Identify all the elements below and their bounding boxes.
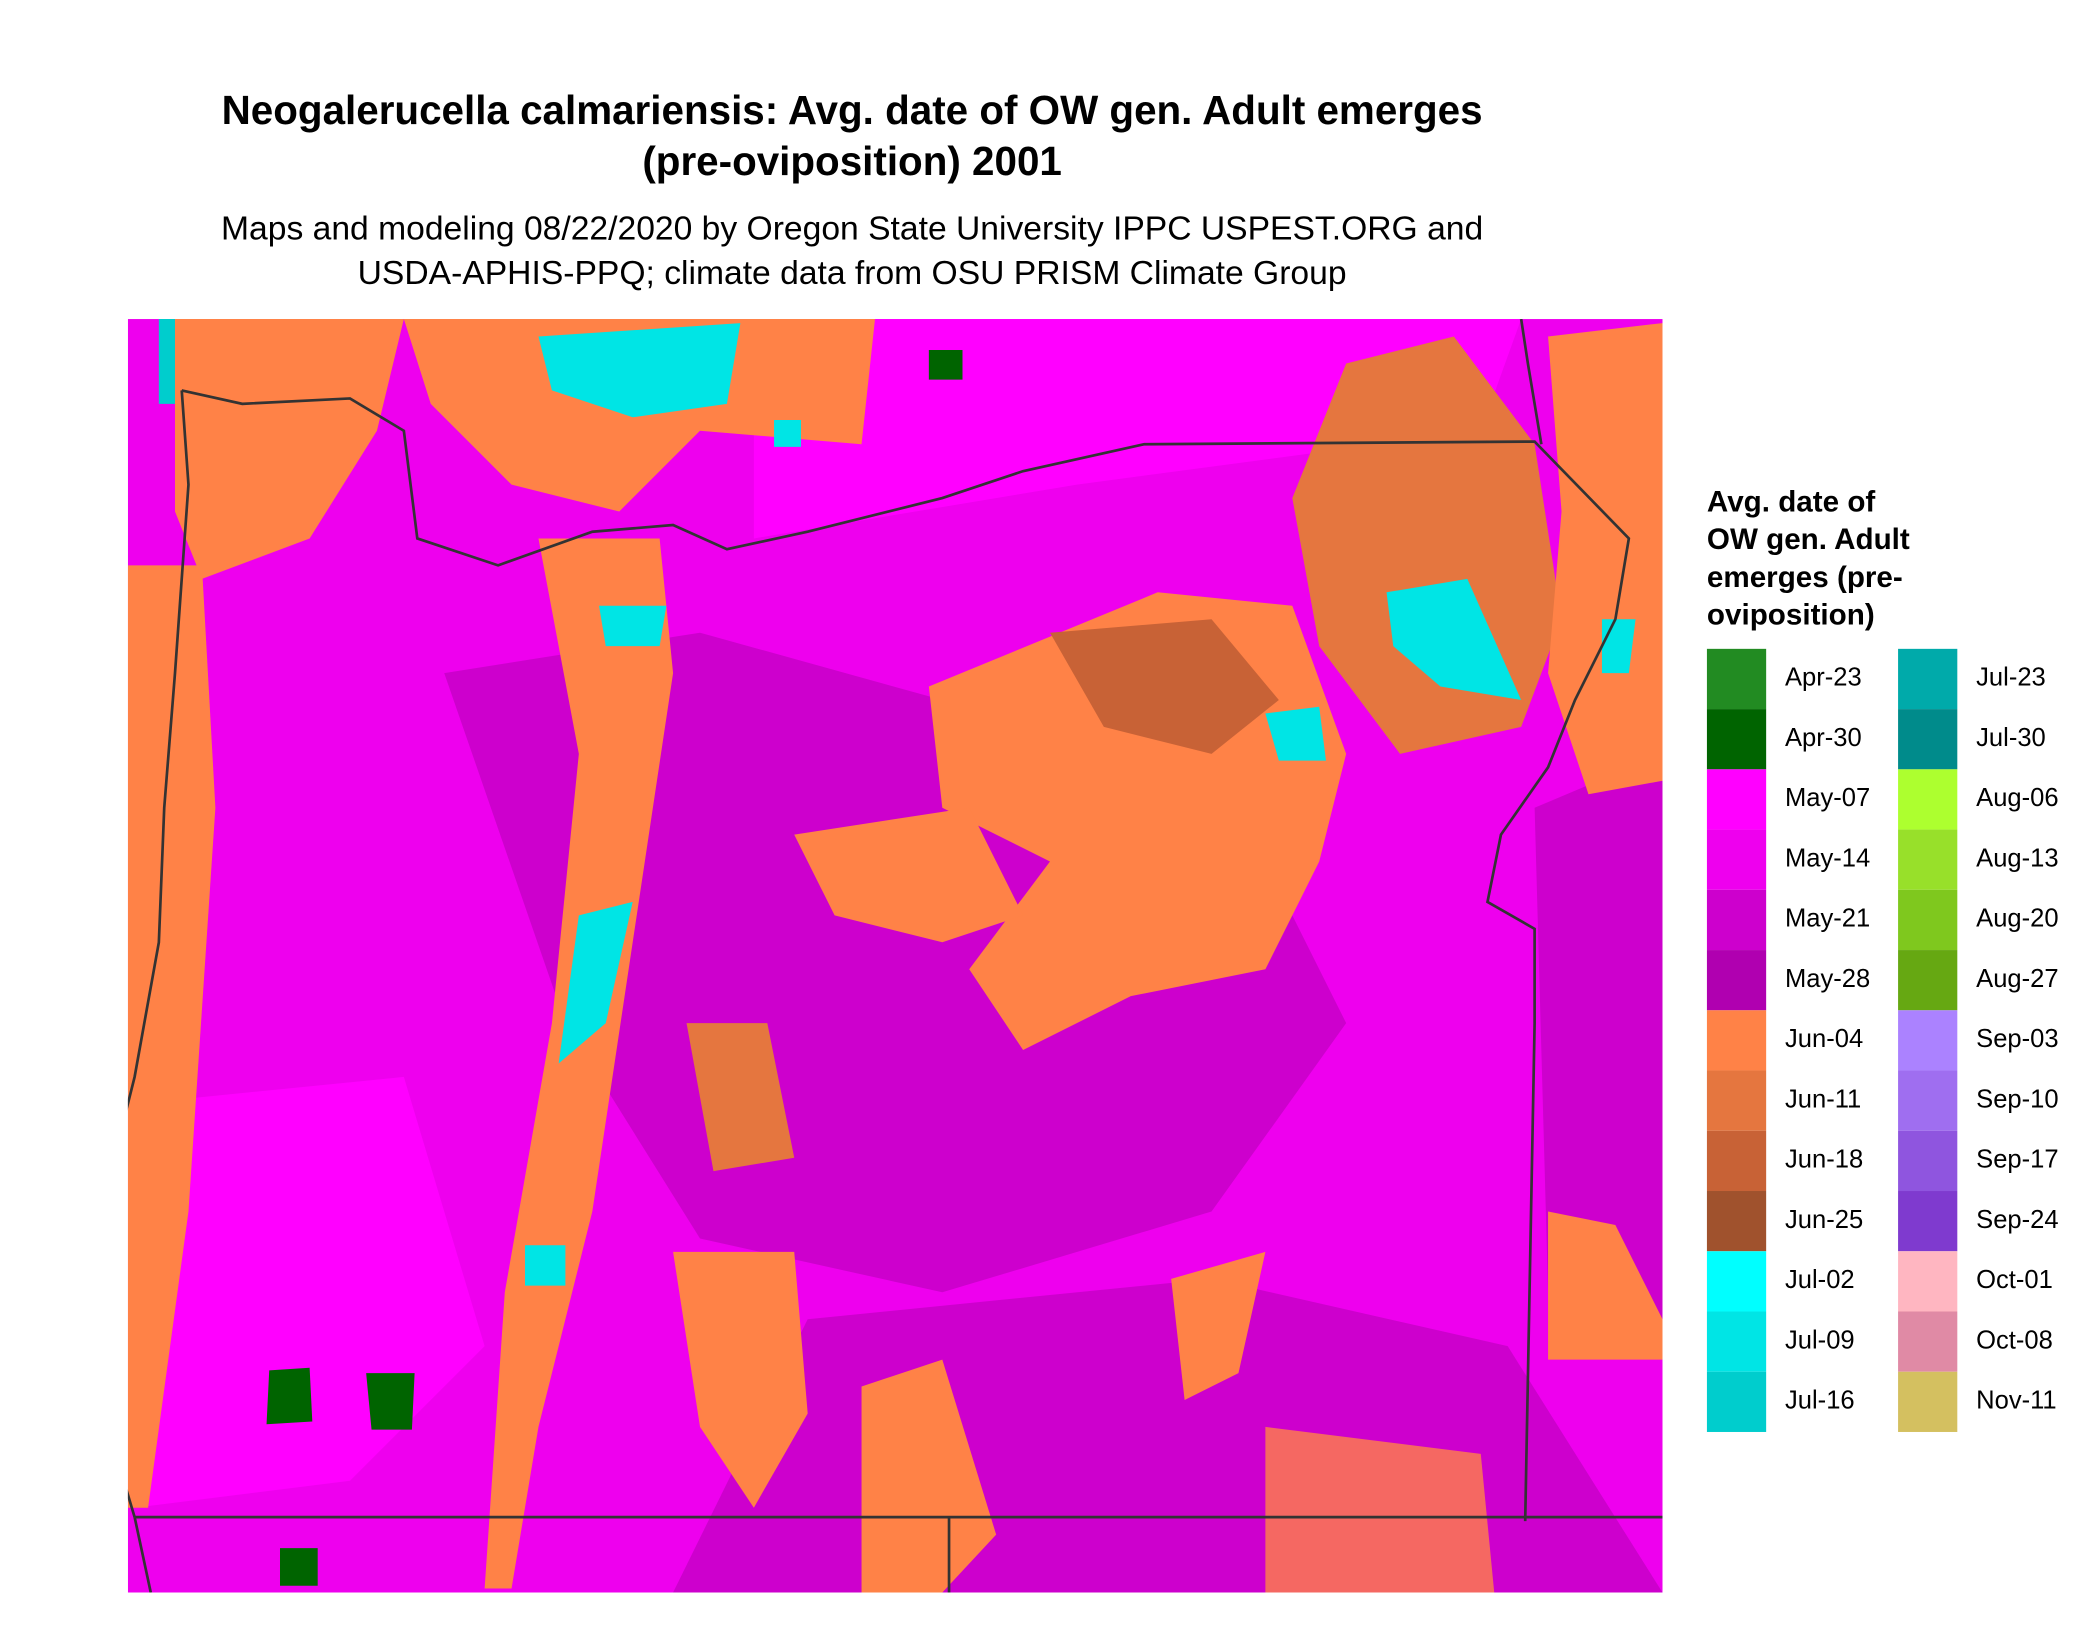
legend-swatch [1898, 1251, 1958, 1312]
legend-swatch [1706, 1251, 1767, 1312]
legend-swatch [1898, 1371, 1958, 1432]
map [127, 319, 1663, 1593]
legend-label: May-21 [1785, 905, 1870, 933]
legend-label: Jul-02 [1785, 1266, 1855, 1294]
legend-swatch [1706, 1070, 1767, 1131]
legend-label: Apr-30 [1785, 724, 1862, 752]
legend-swatch [1898, 769, 1958, 830]
legend-swatch [1898, 1311, 1958, 1372]
legend-swatch [1706, 1010, 1767, 1071]
legend-swatch [1898, 1191, 1958, 1252]
subtitle: Maps and modeling 08/22/2020 by Oregon S… [221, 211, 1483, 248]
raster-regions [127, 319, 1663, 1593]
legend-label: Aug-27 [1976, 965, 2058, 993]
legend-title: emerges (pre- [1707, 561, 1903, 594]
legend-swatch [1706, 769, 1767, 830]
legend-swatch [1898, 829, 1958, 890]
legend-label: Jul-23 [1976, 664, 2046, 692]
legend-label: Sep-17 [1976, 1146, 2058, 1174]
legend-label: Jun-11 [1785, 1085, 1861, 1113]
legend: Apr-23 Apr-30 May-07 May-14 May-21 May-28 Jun-… [1706, 648, 2059, 1432]
legend-label: May-14 [1785, 844, 1870, 872]
legend-swatch [1706, 1191, 1767, 1252]
legend-label: Jul-09 [1785, 1326, 1855, 1354]
legend-title: OW gen. Adult [1707, 523, 1910, 556]
legend-swatch [1898, 1070, 1958, 1131]
legend-label: Aug-20 [1976, 905, 2058, 933]
legend-label: Jul-30 [1976, 724, 2046, 752]
legend-label: Oct-08 [1976, 1326, 2053, 1354]
legend-swatch [1898, 1130, 1958, 1192]
legend-swatch [1898, 648, 1958, 710]
legend-swatch [1706, 889, 1767, 951]
legend-swatch [1898, 709, 1958, 770]
legend-title: oviposition) [1707, 599, 1875, 632]
legend-label: Aug-13 [1976, 844, 2058, 872]
legend-swatch [1706, 709, 1767, 770]
legend-swatch [1898, 1010, 1958, 1071]
legend-label: Oct-01 [1976, 1266, 2053, 1294]
subtitle: USDA-APHIS-PPQ; climate data from OSU PR… [358, 255, 1347, 292]
legend-swatch [1706, 1130, 1767, 1192]
legend-swatch [1706, 648, 1767, 710]
title: Neogalerucella calmariensis: Avg. date o… [222, 87, 1483, 133]
legend-label: Sep-03 [1976, 1025, 2058, 1053]
legend-swatch [1706, 829, 1767, 890]
legend-label: May-28 [1785, 965, 1870, 993]
legend-label: Aug-06 [1976, 784, 2058, 812]
legend-label: May-07 [1785, 784, 1870, 812]
legend-label: Jul-16 [1785, 1387, 1855, 1415]
legend-label: Nov-11 [1976, 1387, 2057, 1415]
legend-swatch [1706, 1311, 1767, 1372]
legend-swatch [1706, 950, 1767, 1011]
legend-label: Sep-10 [1976, 1085, 2058, 1113]
boundaries [127, 319, 1663, 1593]
legend-label: Jun-18 [1785, 1146, 1863, 1174]
legend-label: Sep-24 [1976, 1206, 2058, 1234]
legend-label: Jun-04 [1785, 1025, 1863, 1053]
legend-swatch [1898, 889, 1958, 951]
legend-swatch [1898, 950, 1958, 1011]
legend-label: Jun-25 [1785, 1206, 1863, 1234]
legend-title: Avg. date of [1707, 486, 1875, 519]
title: (pre-oviposition) 2001 [642, 138, 1062, 184]
legend-swatch [1706, 1371, 1767, 1432]
legend-label: Apr-23 [1785, 664, 1862, 692]
